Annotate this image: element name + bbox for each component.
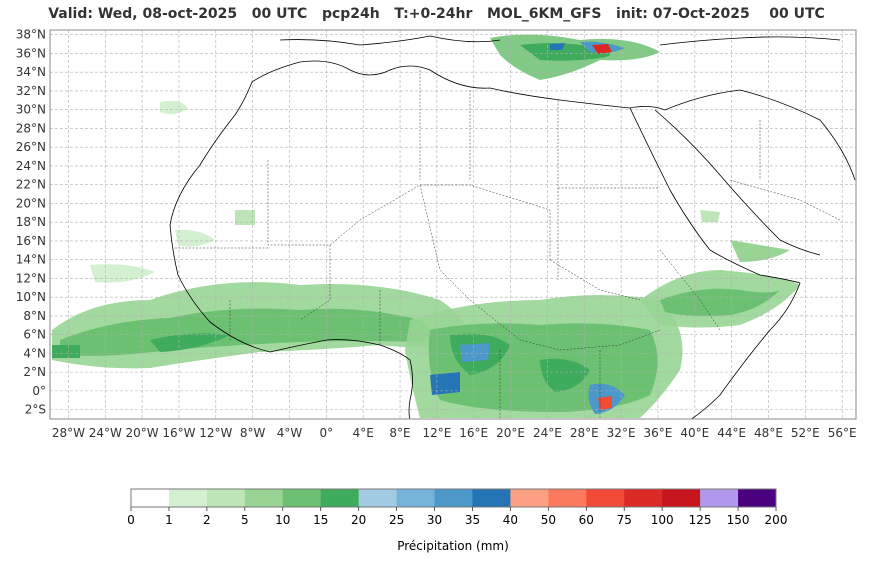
precipitation-field [52,34,800,418]
lat-label: 22°N [16,178,46,192]
colorbar-tick: 15 [313,513,328,527]
colorbar-swatch [510,489,549,507]
colorbar-tick: 40 [503,513,518,527]
lon-label: 12°E [422,426,451,440]
lon-label: 36°E [644,426,673,440]
colorbar: 0 1 2 5 10 15 20 25 30 35 40 50 60 75 100 125 150 200 [127,488,788,527]
lat-label: 38°N [16,28,46,42]
lon-label: 44°E [717,426,746,440]
lon-label: 32°E [607,426,636,440]
lat-label: 2°S [25,403,46,417]
lat-label: 32°N [16,84,46,98]
colorbar-swatch [548,489,587,507]
colorbar-swatch [472,489,511,507]
colorbar-tick: 25 [389,513,404,527]
lon-label: 16°W [162,426,195,440]
colorbar-tick: 5 [241,513,249,527]
lon-label: 24°E [533,426,562,440]
colorbar-swatch [168,489,208,507]
lat-label: 16°N [16,234,46,248]
colorbar-tick: 35 [465,513,480,527]
lat-label: 36°N [16,46,46,60]
colorbar-swatch [244,489,284,507]
lon-label: 4°E [353,426,374,440]
lon-label: 4°W [277,426,303,440]
lon-label: 20°E [496,426,525,440]
coastlines [169,35,856,419]
lat-label: 28°N [16,121,46,135]
lat-label: 4°N [23,346,46,360]
country-borders [175,70,841,418]
lon-label: 8°W [240,426,266,440]
lat-label: 2°N [23,365,46,379]
lon-label: 40°E [680,426,709,440]
colorbar-tick: 20 [351,513,366,527]
colorbar-tick: 100 [651,513,674,527]
colorbar-swatch [358,489,397,507]
lat-label: 10°N [16,290,46,304]
longitude-labels: 28°W 24°W 20°W 16°W 12°W 8°W 4°W 0° 4°E 8°E 12°E 16… [52,426,857,440]
lon-label: 56°E [828,426,857,440]
latitude-labels: 38°N 36°N 34°N 32°N 30°N 28°N 26°N 24°N 22°N 20°N… [16,28,46,417]
colorbar-tick: 30 [427,513,442,527]
colorbar-tick: 10 [275,513,290,527]
colorbar-swatch [662,489,701,507]
colorbar-tick: 150 [727,513,750,527]
lon-label: 12°W [199,426,232,440]
graticule [50,30,856,419]
lon-label: 28°W [52,426,85,440]
colorbar-swatch [206,489,246,507]
lat-label: 12°N [16,271,46,285]
lon-label: 24°W [89,426,122,440]
colorbar-tick: 50 [541,513,556,527]
colorbar-tick: 200 [765,513,788,527]
lat-label: 24°N [16,159,46,173]
colorbar-swatch [131,489,170,507]
lat-label: 26°N [16,140,46,154]
colorbar-swatch [700,489,739,507]
lon-label: 20°W [126,426,159,440]
lon-label: 8°E [389,426,410,440]
colorbar-swatch [624,489,663,507]
lon-label: 48°E [754,426,783,440]
map-title: Valid: Wed, 08-oct-2025 00 UTC pcp24h T:… [48,6,825,22]
colorbar-tick: 0 [127,513,135,527]
colorbar-label: Précipitation (mm) [397,539,509,553]
colorbar-swatch [320,489,359,507]
map-frame [49,29,857,420]
lon-label: 52°E [791,426,820,440]
colorbar-swatch [282,489,322,507]
lat-label: 34°N [16,65,46,79]
lon-label: 28°E [570,426,599,440]
colorbar-tick: 75 [617,513,632,527]
colorbar-tick: 2 [203,513,211,527]
colorbar-tick: 125 [689,513,712,527]
colorbar-swatch [434,489,473,507]
lat-label: 6°N [23,328,46,342]
lat-label: 20°N [16,196,46,210]
lat-label: 18°N [16,215,46,229]
colorbar-tick: 60 [579,513,594,527]
lat-label: 8°N [23,309,46,323]
lat-label: 14°N [16,253,46,267]
colorbar-swatch [396,489,435,507]
colorbar-swatch [586,489,625,507]
lat-label: 0° [32,384,46,398]
lat-label: 30°N [16,103,46,117]
colorbar-tick: 1 [165,513,173,527]
lon-label: 16°E [459,426,488,440]
colorbar-swatch [738,489,777,507]
lon-label: 0° [320,426,334,440]
